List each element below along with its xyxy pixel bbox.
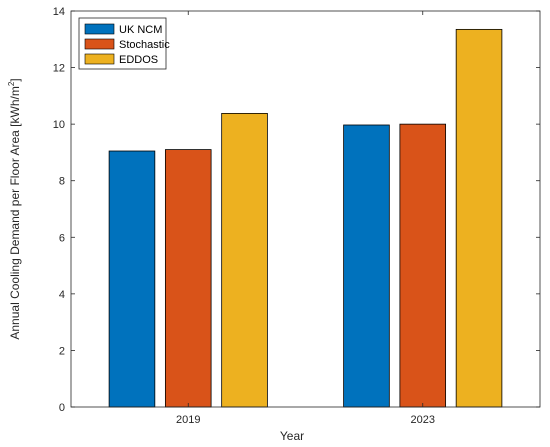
y-tick-label: 4 <box>59 289 65 301</box>
y-tick-label: 2 <box>59 345 65 357</box>
bar-eddos-2023 <box>455 28 503 408</box>
legend-swatch <box>84 53 115 65</box>
y-tick-label: 0 <box>59 402 65 414</box>
y-axis-title-superscript: 2 <box>7 81 16 86</box>
legend-swatch <box>84 38 115 50</box>
legend-label: EDDOS <box>119 54 158 66</box>
y-tick-label: 6 <box>59 232 65 244</box>
legend: UK NCM Stochastic EDDOS <box>78 17 170 70</box>
y-axis: 0 2 4 6 8 10 12 14 <box>53 6 540 414</box>
bar-stochastic-2023 <box>399 123 447 408</box>
y-tick-label: 10 <box>53 119 65 131</box>
bar-uk-ncm-2023 <box>343 124 390 408</box>
bar-stochastic-2019 <box>164 149 212 408</box>
legend-label: UK NCM <box>119 24 162 36</box>
x-axis: 2019 2023 <box>176 11 435 426</box>
plot-frame <box>70 10 541 408</box>
legend-label: Stochastic <box>119 39 170 51</box>
y-tick-label: 12 <box>53 63 65 75</box>
bars-group <box>108 28 503 408</box>
y-axis-title-end: ] <box>8 78 22 81</box>
bar-uk-ncm-2019 <box>108 150 156 408</box>
x-tick-label: 2023 <box>411 414 435 426</box>
y-axis-title: Annual Cooling Demand per Floor Area [kW… <box>7 78 22 339</box>
legend-swatch <box>84 23 115 35</box>
bar-eddos-2019 <box>221 112 268 408</box>
y-axis-title-main: Annual Cooling Demand per Floor Area [kW… <box>8 86 22 339</box>
x-tick-label: 2019 <box>176 414 200 426</box>
x-axis-title: Year <box>280 429 304 443</box>
y-tick-label: 14 <box>53 6 65 18</box>
y-tick-label: 8 <box>59 176 65 188</box>
